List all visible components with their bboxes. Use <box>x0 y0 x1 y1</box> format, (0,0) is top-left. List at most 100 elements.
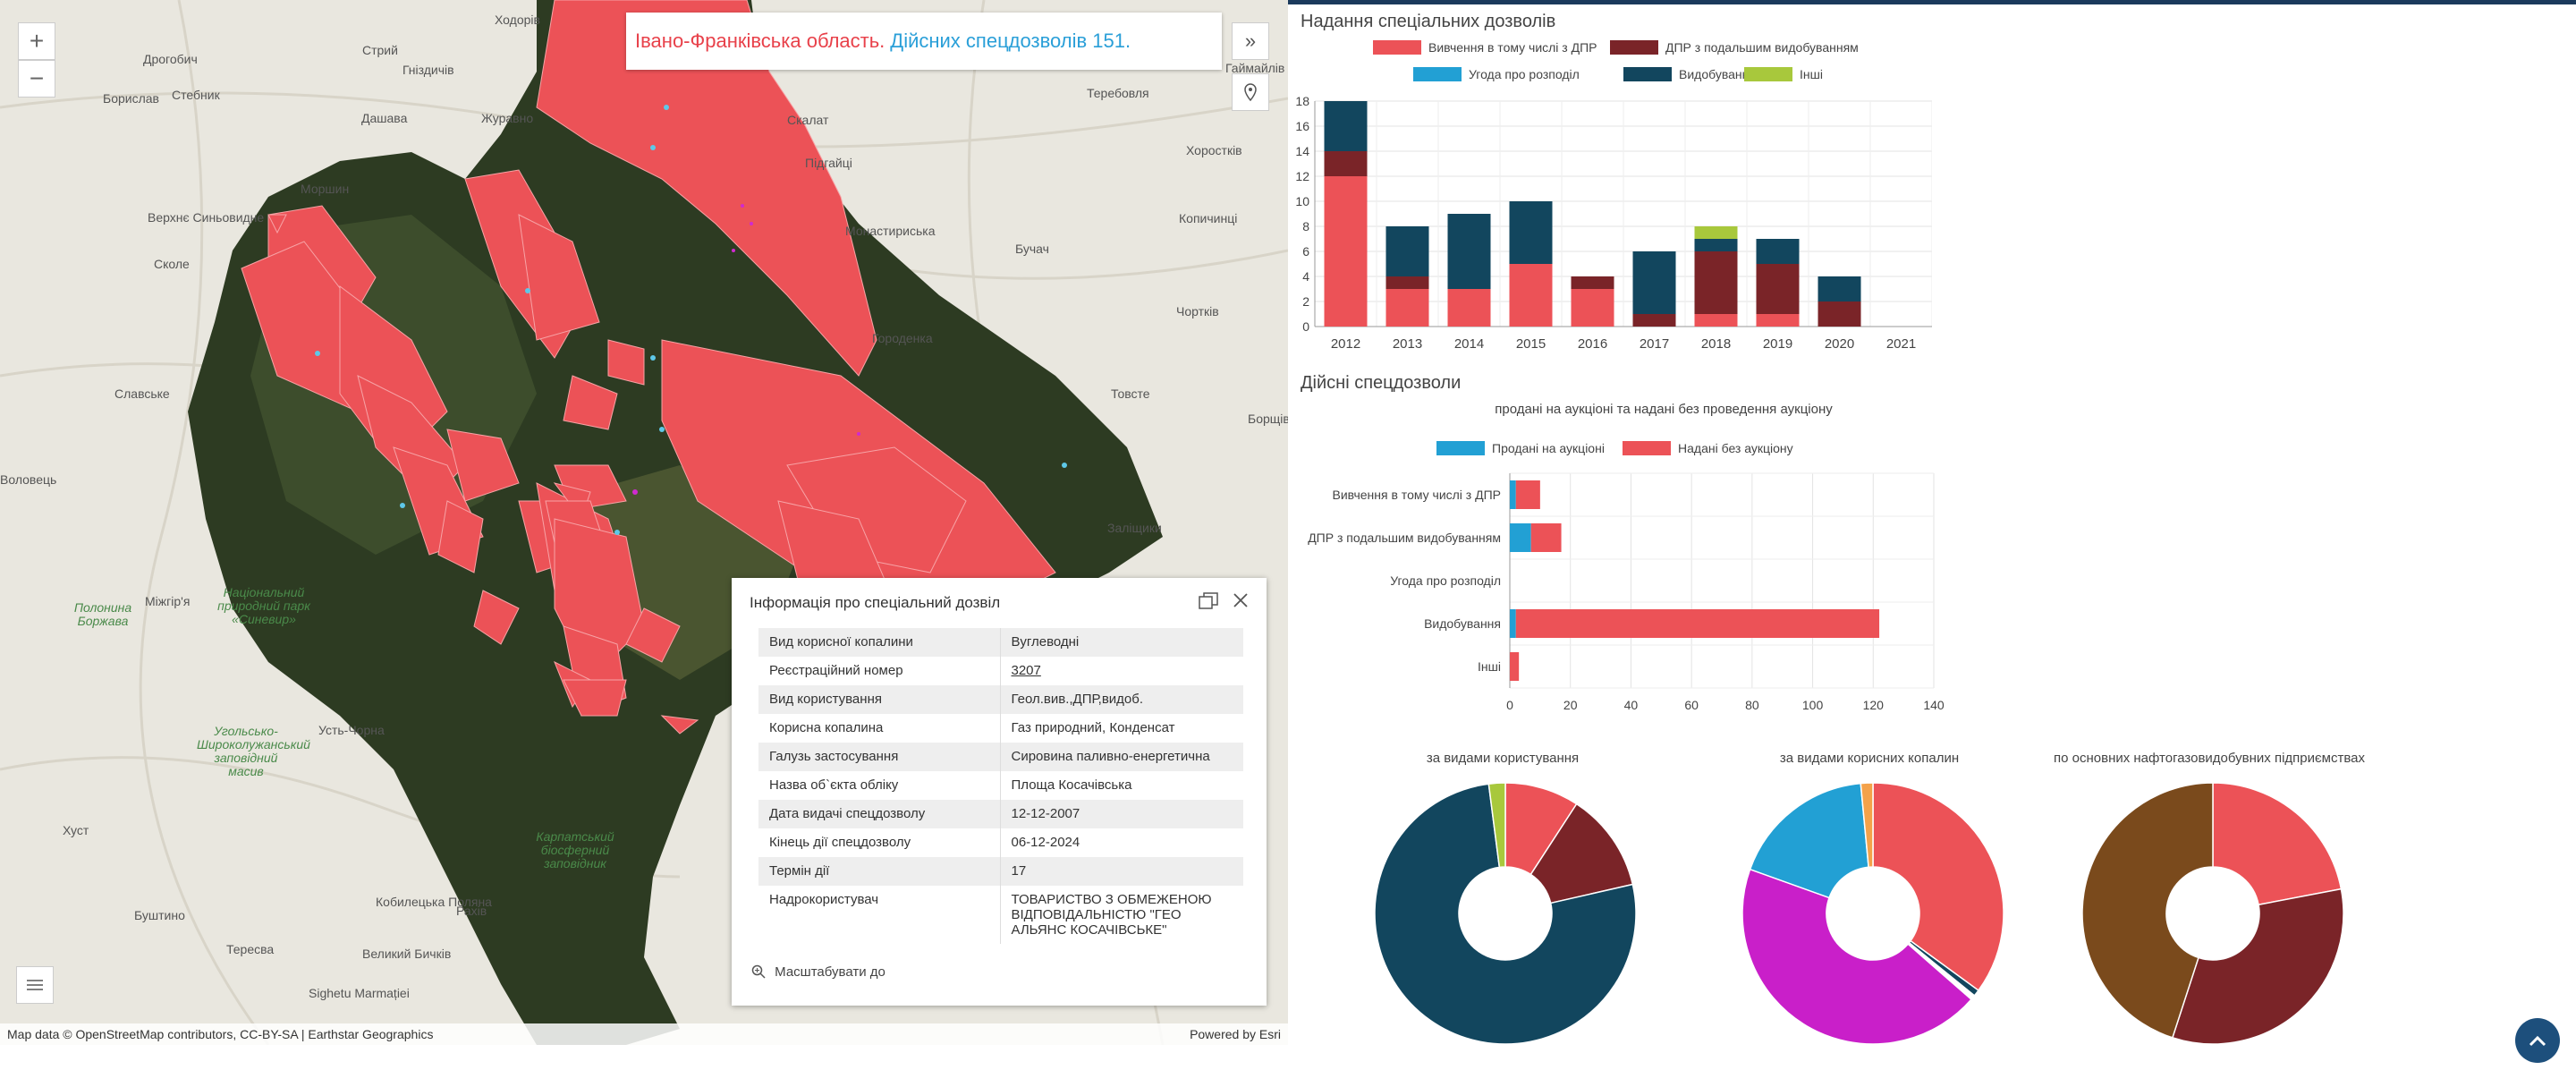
x-tick-label: 2015 <box>1516 336 1546 352</box>
legend-item[interactable]: Видобування <box>1623 67 1756 81</box>
legend-swatch <box>1623 441 1671 455</box>
popup-row: Корисна копалина Газ природний, Конденсат <box>758 714 1243 743</box>
bar-segment <box>1509 201 1553 264</box>
y-tick-label: Угода про розподіл <box>1390 573 1501 588</box>
place-label: Хоростків <box>1186 143 1242 157</box>
bar-segment <box>1694 251 1738 314</box>
y-tick-label: Видобування <box>1424 616 1501 631</box>
popup-row-key: Кінець дії спецдозволу <box>758 828 1001 857</box>
place-label: Стебник <box>172 88 220 102</box>
place-label: Полонина Боржава <box>73 600 132 628</box>
zoom-to-link[interactable]: Масштабувати до <box>751 964 886 980</box>
pie-slice <box>2081 782 2214 1039</box>
popup-row-value: Геол.вив.,ДПР,видоб. <box>1000 685 1243 714</box>
dock-icon[interactable] <box>1199 592 1218 616</box>
popup-row-value[interactable]: 3207 <box>1011 663 1041 678</box>
place-label: Городенка <box>872 331 933 345</box>
y-tick-label: 0 <box>1302 319 1309 334</box>
x-tick-label: 140 <box>1923 698 1945 712</box>
popup-row-key: Вид корисної копалини <box>758 628 1001 657</box>
place-label: Стрий <box>362 43 398 57</box>
bar-segment <box>1818 276 1861 301</box>
zoom-in-button[interactable]: + <box>18 22 55 60</box>
legend-item[interactable]: Вивчення в тому числі з ДПР <box>1373 40 1597 55</box>
bar-segment <box>1510 609 1516 638</box>
bar-segment <box>1509 264 1553 327</box>
place-label: Верхнє Синьовидне <box>148 210 265 225</box>
pie-slice <box>2212 782 2343 906</box>
popup-row-value: Газ природний, Конденсат <box>1011 720 1175 735</box>
y-tick-label: 12 <box>1295 169 1309 183</box>
popup-row-key: Вид користування <box>758 685 1001 714</box>
place-label: Підгайці <box>805 156 852 170</box>
x-tick-label: 0 <box>1506 698 1513 712</box>
place-label: Борислав <box>103 91 159 106</box>
bar-segment <box>1385 226 1429 276</box>
y-tick-label: 8 <box>1302 219 1309 234</box>
legend-item[interactable]: ДПР з подальшим видобуванням <box>1610 40 1859 55</box>
bar-segment <box>1324 151 1368 176</box>
locate-icon[interactable] <box>1232 73 1269 111</box>
legend-item[interactable]: Інші <box>1744 67 1823 81</box>
popup-row: Реєстраційний номер 3207 <box>758 657 1243 685</box>
y-tick-label: 18 <box>1295 94 1309 108</box>
x-tick-label: 100 <box>1802 698 1824 712</box>
powered-by-esri[interactable]: Powered by Esri <box>1190 1027 1281 1041</box>
close-icon[interactable] <box>1233 592 1249 614</box>
popup-row: Кінець дії спецдозволу 06-12-2024 <box>758 828 1243 857</box>
banner-count: Дійсних спецдозволів 151. <box>890 30 1131 52</box>
popup-row-value: 06-12-2024 <box>1011 835 1080 850</box>
place-label: Воловець <box>0 472 57 487</box>
popup-row-value: Площа Косачівська <box>1011 777 1132 793</box>
place-label: Хуст <box>63 823 89 837</box>
y-tick-label: 14 <box>1295 144 1309 158</box>
bar-segment <box>1385 289 1429 327</box>
permit-info-popup: Інформація про спеціальний дозвіл Вид ко… <box>732 578 1267 1006</box>
x-tick-label: 2020 <box>1825 336 1854 352</box>
place-label: Великий Бичків <box>362 947 452 961</box>
y-tick-label: Інші <box>1478 659 1501 674</box>
pie-title: за видами корисних копалин <box>1779 751 1960 766</box>
legend-item[interactable]: Продані на аукціоні <box>1436 441 1605 455</box>
x-tick-label: 2018 <box>1701 336 1731 352</box>
bar-segment <box>1694 239 1738 251</box>
bar-segment <box>1515 609 1880 638</box>
x-tick-label: 2013 <box>1393 336 1422 352</box>
map-view[interactable]: Ходорів Дрогобич Стрий Гніздичів Борисла… <box>0 0 1288 1045</box>
place-label: Карпатський біосферний заповідник <box>536 829 614 870</box>
section-title-valid-permits: Дійсні спецдозволи <box>1301 373 1462 393</box>
place-label: Журавно <box>481 111 534 125</box>
y-tick-label: 10 <box>1295 194 1309 208</box>
popup-row: Вид користування Геол.вив.,ДПР,видоб. <box>758 685 1243 714</box>
place-label: Кобилецька Поляна <box>376 895 492 909</box>
bar-segment <box>1632 251 1676 314</box>
bar-segment <box>1510 652 1520 681</box>
legend-item[interactable]: Угода про розподіл <box>1413 67 1580 81</box>
place-label: Бучач <box>1015 242 1049 256</box>
place-label: Рахів <box>456 904 487 918</box>
pie-slice <box>2171 887 2344 1045</box>
scroll-to-top-button[interactable] <box>2515 1018 2560 1063</box>
map-info-banner: Івано-Франківська область. Дійсних спецд… <box>626 13 1222 70</box>
popup-row-key: Галузь застосування <box>758 743 1001 771</box>
bar-segment <box>1515 480 1540 509</box>
layer-list-icon[interactable] <box>16 966 54 1004</box>
popup-row-value: 17 <box>1000 857 1243 886</box>
expand-panel-icon[interactable]: » <box>1232 22 1269 60</box>
popup-row-value: Вуглеводні <box>1000 628 1243 657</box>
popup-row: Надрокористувач ТОВАРИСТВО З ОБМЕЖЕНОЮ ВІ… <box>758 886 1243 944</box>
pie-slice <box>1487 782 1506 869</box>
popup-row-key: Корисна копалина <box>758 714 1001 743</box>
bar-segment <box>1756 264 1800 314</box>
y-tick-label: 2 <box>1302 294 1309 309</box>
legend-label: Вивчення в тому числі з ДПР <box>1428 40 1597 55</box>
permit-attributes-table: Вид корисної копалини Вуглеводні Реєстраці… <box>758 628 1243 944</box>
legend-swatch <box>1610 40 1658 55</box>
place-label: Угольсько-Широколужанський заповідний ма… <box>197 724 310 778</box>
pie-slice <box>1872 782 2004 992</box>
zoom-to-icon <box>751 964 775 980</box>
place-label: Моршин <box>301 182 350 196</box>
x-tick-label: 2021 <box>1886 336 1916 352</box>
legend-item[interactable]: Надані без аукціону <box>1623 441 1793 455</box>
zoom-out-button[interactable]: − <box>18 60 55 98</box>
